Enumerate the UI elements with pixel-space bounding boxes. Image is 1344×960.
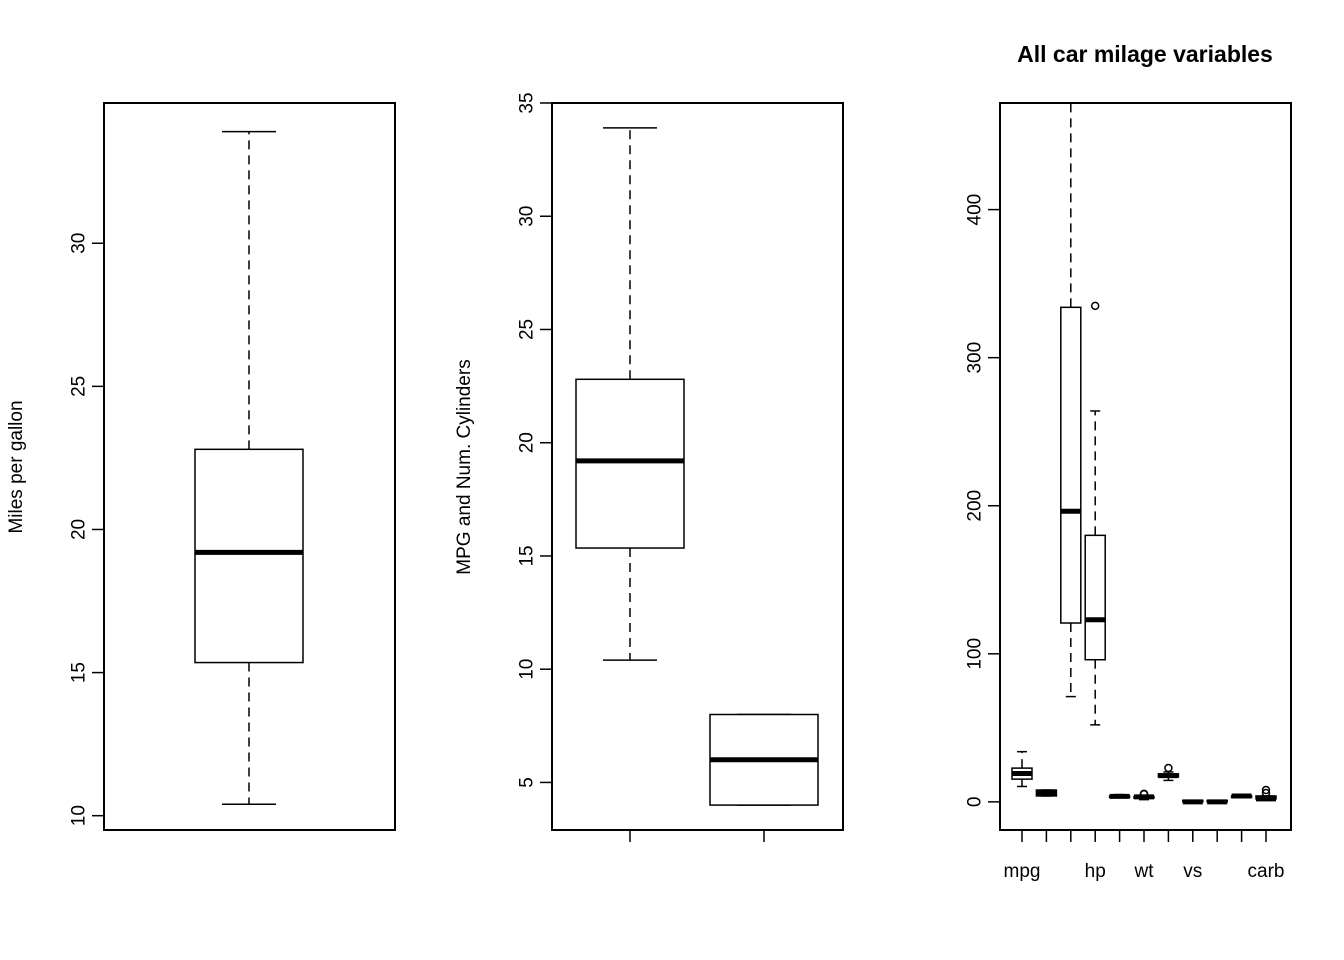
box-5 (1133, 789, 1155, 801)
box-0 (575, 127, 685, 661)
box-9 (1230, 793, 1253, 799)
outlier-point (1261, 788, 1271, 798)
y-tick-label: 10 (517, 659, 538, 680)
x-tick-label: hp (1085, 861, 1106, 882)
box-0 (1011, 750, 1033, 788)
y-tick-label: 10 (69, 805, 90, 826)
y-tick-label: 20 (69, 519, 90, 540)
x-tick-label: vs (1183, 861, 1202, 882)
outlier-point (1139, 789, 1149, 799)
y-tick-label: 200 (965, 490, 986, 522)
box-rect (194, 448, 304, 664)
y-tick-label: 30 (69, 233, 90, 254)
box-10 (1255, 785, 1277, 802)
box-rect (1060, 306, 1082, 624)
x-tick-label: mpg (1004, 861, 1041, 882)
panel-mpg-cyl: MPG and Num. Cylinders 5 10 15 20 25 30 35 (454, 92, 844, 842)
y-tick-label: 15 (517, 545, 538, 566)
y-axis-title: Miles per gallon (6, 400, 27, 533)
y-tick-label: 25 (69, 376, 90, 397)
box-0 (194, 130, 304, 805)
box-1 (1035, 789, 1058, 797)
panel-all-variables: All car milage variables 0 100 200 300 400 mp… (965, 41, 1292, 882)
outlier-point (1090, 301, 1100, 311)
box-2 (1060, 102, 1082, 698)
box-rect (575, 378, 685, 549)
chart-title: All car milage variables (1017, 41, 1273, 67)
box-7 (1182, 799, 1204, 805)
y-tick-label: 100 (965, 638, 986, 670)
y-tick-label: 400 (965, 194, 986, 226)
box-4 (1108, 793, 1131, 799)
outlier-point (1164, 763, 1173, 773)
x-tick-label: wt (1134, 861, 1155, 882)
box-3 (1084, 301, 1106, 726)
y-tick-label: 5 (517, 777, 538, 788)
outlier-point (1261, 785, 1271, 795)
y-tick-label: 35 (517, 92, 538, 113)
y-tick-label: 30 (517, 206, 538, 227)
x-tick-label: carb (1248, 861, 1285, 882)
box-rect (1084, 534, 1106, 661)
panel-mpg: Miles per gallon 10 15 20 25 30 (6, 102, 396, 831)
box-8 (1206, 799, 1228, 805)
y-tick-label: 300 (965, 342, 986, 374)
y-tick-label: 25 (517, 319, 538, 340)
box-1 (709, 713, 819, 806)
y-tick-label: 20 (517, 432, 538, 453)
box-6 (1157, 763, 1180, 782)
y-axis-title: MPG and Num. Cylinders (454, 359, 475, 574)
y-tick-label: 15 (69, 662, 90, 683)
y-tick-label: 0 (965, 797, 986, 808)
